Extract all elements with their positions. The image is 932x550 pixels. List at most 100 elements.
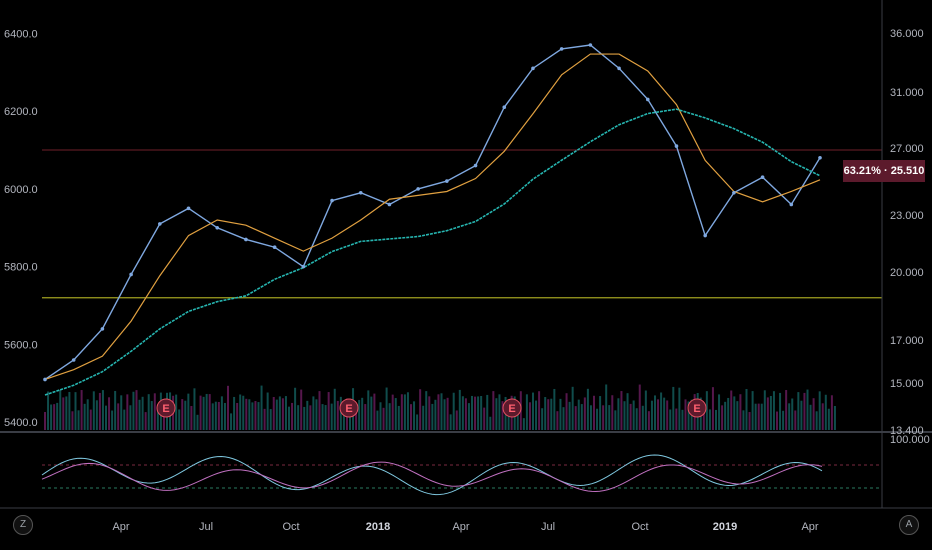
- volume-bar: [65, 396, 68, 430]
- volume-bar: [788, 403, 791, 430]
- volume-bar: [833, 406, 836, 430]
- volume-bar: [599, 396, 602, 430]
- volume-bar: [376, 410, 379, 430]
- price-point: [129, 272, 133, 277]
- volume-bar: [105, 405, 107, 430]
- volume-bar: [779, 392, 782, 430]
- volume-bar: [233, 396, 236, 430]
- volume-bar: [443, 399, 446, 430]
- volume-bar: [669, 409, 672, 430]
- volume-bar: [406, 392, 409, 430]
- volume-bar: [309, 405, 312, 430]
- x-axis-tick: Apr: [801, 521, 818, 533]
- volume-bar: [489, 416, 492, 430]
- volume-bar: [324, 405, 327, 430]
- volume-bar: [525, 394, 528, 430]
- volume-bar: [162, 411, 165, 430]
- volume-bar: [202, 396, 205, 430]
- volume-bar: [150, 401, 153, 430]
- volume-bar: [812, 398, 815, 430]
- volume-bar: [745, 389, 748, 430]
- volume-bar: [410, 404, 412, 430]
- volume-bar: [129, 405, 132, 430]
- volume-bar: [769, 395, 772, 430]
- x-axis-tick: Jul: [541, 521, 555, 533]
- volume-bar: [663, 397, 666, 430]
- price-point: [502, 105, 507, 110]
- right-axis-tick: 31.000: [890, 87, 924, 99]
- volume-bar: [672, 386, 675, 430]
- volume-bar: [47, 391, 50, 430]
- last-price-tag: 63.21% · 25.510: [843, 160, 925, 182]
- price-point: [617, 66, 621, 71]
- volume-bar: [385, 387, 388, 430]
- volume-bar: [806, 389, 809, 430]
- volume-bar: [379, 402, 382, 430]
- volume-bar: [291, 402, 294, 430]
- left-axis-tick: 5800.0: [4, 262, 38, 274]
- volume-bar: [294, 387, 297, 430]
- volume-bar: [431, 403, 434, 430]
- volume-bar: [562, 407, 565, 430]
- price-point: [416, 187, 420, 191]
- volume-bar: [413, 401, 416, 430]
- right-axis-tick: 20.000: [890, 267, 924, 279]
- volume-bar: [101, 390, 104, 430]
- autoscale-button[interactable]: A: [899, 515, 919, 535]
- volume-bar: [422, 405, 425, 430]
- volume-bar: [260, 385, 263, 430]
- sma-fast-line: [44, 53, 821, 381]
- volume-bar: [281, 398, 284, 430]
- earnings-marker-label: E: [162, 403, 169, 415]
- volume-bar: [821, 403, 824, 430]
- volume-bar: [730, 390, 733, 430]
- volume-bar: [397, 405, 400, 430]
- volume-bar: [135, 390, 138, 430]
- zoom-button[interactable]: Z: [13, 515, 33, 535]
- volume-bar: [108, 397, 111, 430]
- volume-bar: [556, 411, 559, 430]
- volume-bar: [602, 405, 605, 430]
- price-point: [330, 198, 334, 203]
- volume-bar: [239, 394, 242, 430]
- volume-bar: [583, 397, 586, 430]
- volume-bar: [403, 394, 406, 430]
- volume-bar: [632, 400, 635, 430]
- volume-bar: [223, 402, 226, 430]
- volume-bar: [327, 392, 330, 430]
- price-point: [645, 97, 650, 102]
- volume-bar: [794, 410, 797, 430]
- oscillator-axis-tick: 100.000: [890, 434, 930, 446]
- volume-bar: [248, 399, 251, 430]
- volume-bar: [306, 400, 309, 430]
- volume-bar: [803, 392, 806, 430]
- volume-bar: [708, 409, 711, 430]
- volume-bar: [400, 394, 403, 430]
- price-point: [732, 190, 736, 195]
- volume-bar: [263, 408, 266, 430]
- volume-bar: [608, 405, 611, 430]
- volume-bar: [288, 406, 290, 430]
- volume-bar: [464, 398, 467, 430]
- volume-bar: [474, 396, 477, 430]
- volume-bar: [467, 403, 470, 430]
- volume-bar: [425, 391, 428, 430]
- price-point: [703, 233, 707, 238]
- volume-bar: [446, 397, 449, 430]
- volume-bar: [86, 399, 89, 430]
- x-axis-tick: Oct: [631, 521, 648, 533]
- price-point: [158, 222, 162, 226]
- volume-bar: [141, 396, 144, 430]
- volume-bar: [53, 404, 56, 430]
- volume-bar: [815, 411, 818, 430]
- volume-bar: [452, 392, 455, 430]
- volume-bar: [132, 391, 135, 430]
- volume-bar: [217, 401, 220, 430]
- x-axis-tick: 2018: [366, 521, 390, 533]
- left-axis-tick: 5600.0: [4, 339, 38, 351]
- volume-bar: [614, 410, 617, 430]
- volume-bar: [458, 389, 461, 430]
- volume-bar: [477, 396, 480, 430]
- volume-bar: [333, 388, 336, 430]
